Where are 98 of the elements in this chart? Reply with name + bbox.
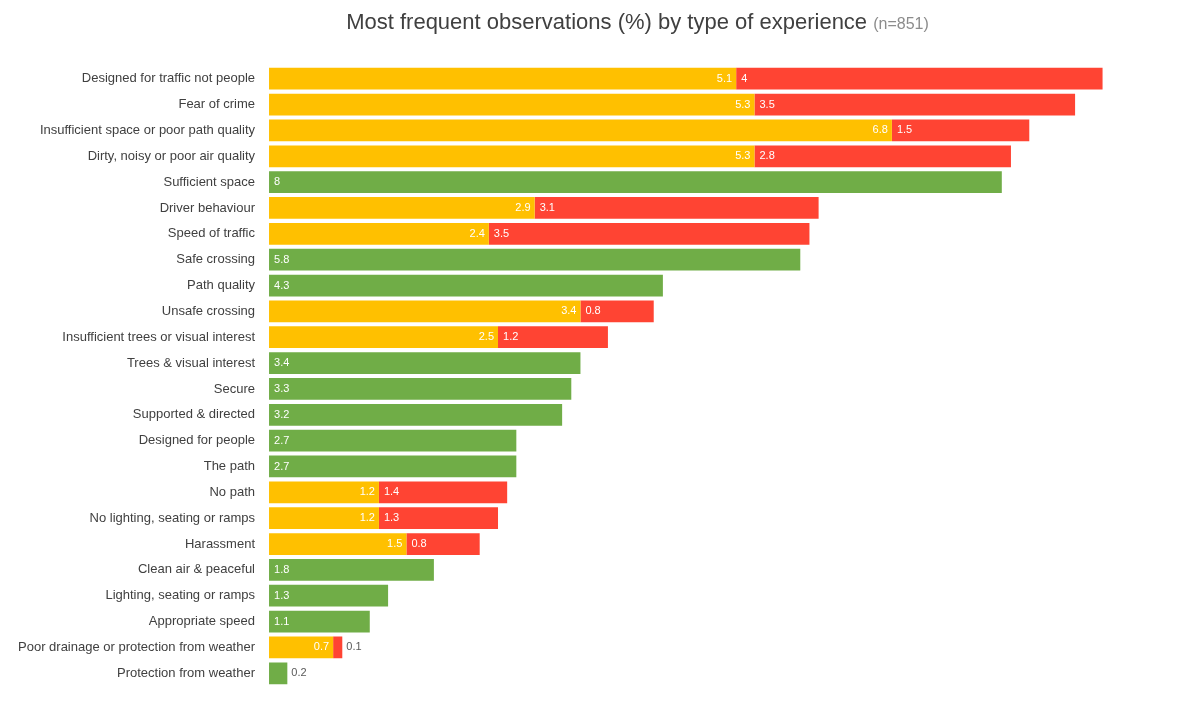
bar [269,145,755,168]
y-tick-label: Driver behaviour [159,199,256,215]
y-tick-label: Insufficient trees or visual interest [62,328,256,344]
y-tick-label: Insufficient space or poor path quality [39,122,256,137]
bar [269,222,489,245]
data-label: 3.3 [274,381,290,394]
y-tick-label: Dirty, noisy or poor air quality [87,147,256,163]
bar [488,222,810,245]
data-label: 3.4 [561,304,577,317]
data-label: 2.9 [515,201,531,214]
data-label: 4.3 [274,278,290,291]
data-label: 2.7 [274,459,290,472]
data-label: 1.2 [359,511,375,524]
y-tick-label: Clean air & peaceful [137,561,256,577]
data-label: 2.5 [478,330,495,343]
data-label: 1.1 [274,614,290,627]
data-label: 1.8 [274,562,290,575]
y-tick-label: Designed for traffic not people [81,70,256,86]
y-tick-label: Secure [213,380,256,396]
y-tick-label: Unsafe crossing [161,302,256,318]
bar [269,326,499,349]
y-tick-label: Protection from weather [117,664,256,680]
bar [269,93,755,116]
data-label: 6.8 [872,123,888,136]
y-tick-label: No lighting, seating or ramps [89,509,256,525]
data-label: 0.8 [585,304,601,317]
y-tick-label: Sufficient space [163,173,256,189]
data-label: 1.2 [359,485,375,498]
bar [269,429,517,452]
bar [754,145,1011,168]
data-label: 0.7 [313,640,330,653]
y-tick-label: Fear of crime [178,96,256,112]
y-tick-label: Trees & visual interest [126,354,256,370]
bar [269,455,517,478]
bar [754,93,1076,116]
y-tick-label: The path [203,458,256,474]
y-tick-label: Poor drainage or protection from weather [18,639,256,654]
data-label: 1.2 [503,330,519,343]
y-tick-label: Lighting, seating or ramps [105,587,256,603]
bar [406,533,480,555]
data-label: 1.5 [387,537,403,550]
y-tick-label: No path [209,483,256,499]
bar [269,481,379,504]
data-label: 5.1 [716,71,733,84]
data-label: 3.5 [493,226,510,239]
data-label: 2.8 [759,149,775,162]
bar [269,378,572,400]
chart-title: Most frequent observations (%) by type of experience [346,9,868,34]
data-label: 1.3 [383,511,400,524]
bar [269,403,563,426]
y-tick-label: Supported & directed [132,406,256,422]
bar [269,584,389,607]
data-label: 3.4 [274,356,290,369]
bar [269,610,370,633]
bar [736,67,1103,90]
data-label: 0.1 [346,640,362,653]
y-tick-label: Designed for people [138,432,256,448]
data-label: 3.5 [759,97,775,110]
bar [269,533,407,555]
chart-subtitle: (n=851) [873,15,929,32]
bar [269,67,737,90]
data-label: 1.5 [896,123,913,136]
data-label: 0.8 [411,537,427,550]
bar [378,507,499,530]
bar [269,197,535,219]
bar [269,274,663,297]
bar [534,197,819,219]
data-label: 2.4 [469,226,485,239]
y-tick-label: Safe crossing [176,251,256,267]
bar [269,507,379,530]
bar [269,119,892,142]
y-tick-label: Harassment [184,535,256,551]
bar [269,662,288,685]
y-tick-label: Path quality [187,277,256,293]
data-label: 5.3 [735,149,751,162]
bar [269,636,334,659]
data-label: 8 [274,175,281,188]
data-label: 5.8 [274,252,290,265]
bar [378,481,508,504]
bar [333,636,343,659]
bar [269,171,1002,193]
bar [580,300,654,323]
bar [269,300,581,323]
bar [891,119,1030,142]
data-label: 1.4 [383,485,400,498]
data-label: 4 [741,71,748,84]
bar [269,352,581,374]
data-label: 0.2 [291,666,307,679]
y-tick-label: Appropriate speed [148,613,256,629]
data-label: 3.2 [274,407,290,420]
data-label: 2.7 [274,433,290,446]
data-label: 3.1 [539,201,555,214]
data-label: 5.3 [735,97,751,110]
data-label: 1.3 [274,588,290,601]
bar [269,248,801,271]
y-tick-label: Speed of traffic [167,225,256,241]
bar [269,559,434,581]
bar [498,326,608,349]
